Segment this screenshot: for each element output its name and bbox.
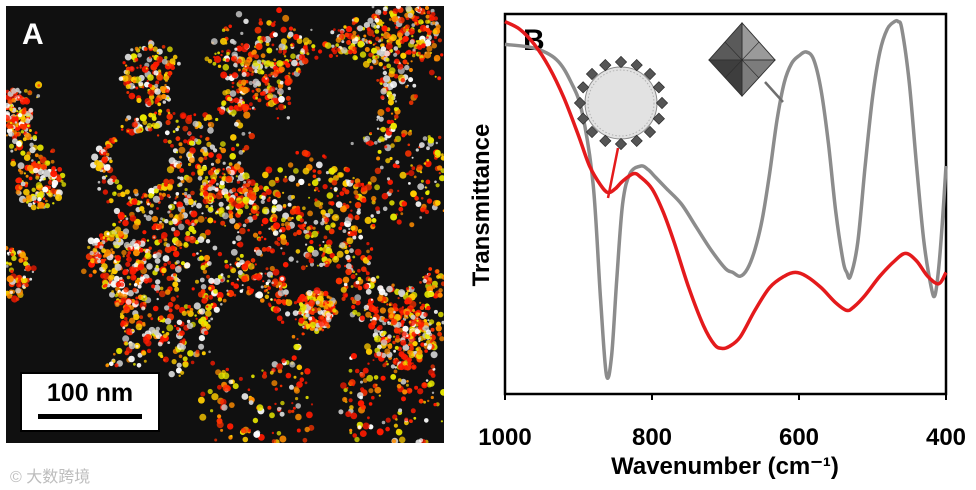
- inset-pointer-red: [606, 147, 620, 199]
- watermark: © 大数跨境: [10, 469, 91, 486]
- nanocube-shell: [655, 96, 669, 110]
- series-layer: [504, 18, 948, 381]
- series-line-gray: [504, 18, 948, 381]
- inset-pointer-gray: [764, 81, 784, 103]
- nanocube-shell: [585, 125, 599, 139]
- nanocube-shell: [577, 112, 590, 125]
- x-axis-ticks: 1000 800 600 400: [478, 394, 966, 451]
- x-axis-label: Wavenumber (cm⁻¹): [611, 453, 839, 480]
- nanoparticle-cluster-icon: [573, 55, 669, 151]
- nanocube-shell: [652, 81, 665, 94]
- x-tick-label: 400: [926, 424, 966, 451]
- microscopy-texture: [6, 6, 444, 443]
- ftir-chart: B 1000 800 600 400 Wavenumber (cm⁻¹) Transm…: [468, 12, 966, 480]
- scale-bar-label: 100 nm: [46, 379, 134, 407]
- nanocube-shell: [614, 137, 628, 151]
- nanocube-shell: [652, 112, 665, 125]
- nanocube-shell: [585, 67, 599, 81]
- nanocube-shell: [630, 59, 643, 72]
- nanocube-shell: [599, 59, 612, 72]
- nanocube-shell: [577, 81, 590, 94]
- plot-frame: [503, 12, 948, 396]
- octahedral-crystal-icon: [708, 21, 776, 98]
- series-line-red: [504, 20, 948, 351]
- nanocube-shell: [630, 134, 643, 147]
- nanocube-shell: [599, 134, 612, 147]
- nanocube-shell: [614, 55, 628, 69]
- x-tick-label: 600: [779, 424, 819, 451]
- x-tick-label: 1000: [478, 424, 531, 451]
- x-tick-label: 800: [632, 424, 672, 451]
- y-axis-label: Transmittance: [468, 124, 495, 287]
- nanocube-shell: [643, 67, 657, 81]
- microscopy-image: A 100 nm: [6, 6, 444, 443]
- nanocube-shell: [643, 125, 657, 139]
- scale-bar: 100 nm: [20, 372, 160, 432]
- panel-a-letter: A: [22, 18, 44, 51]
- nanocube-shell: [573, 96, 587, 110]
- scale-bar-line: [38, 414, 142, 419]
